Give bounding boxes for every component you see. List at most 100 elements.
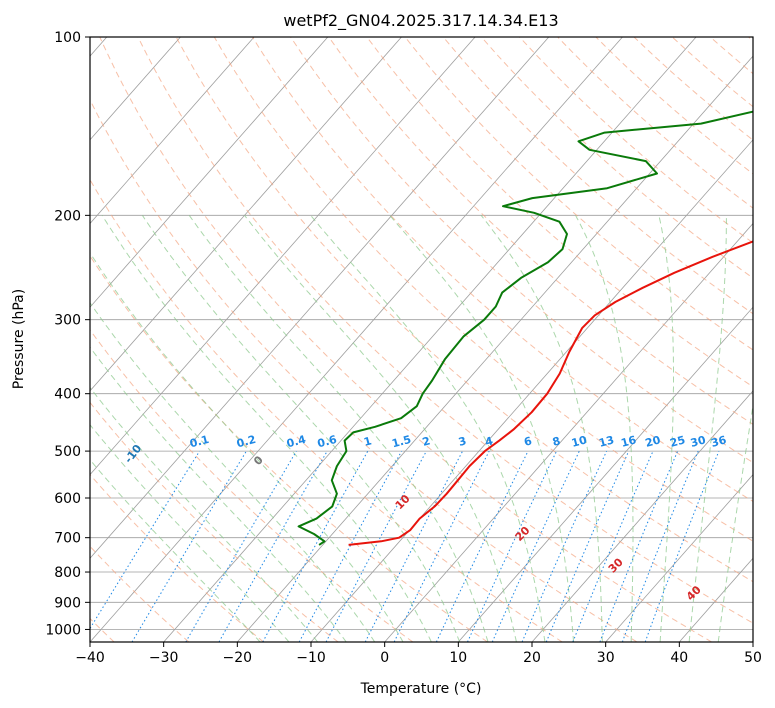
moist-adiabat-line (141, 215, 461, 642)
mixing-ratio-line (621, 450, 699, 642)
mixing-ratio-line (131, 450, 247, 642)
moist-adiabat-line (90, 251, 404, 642)
dry-adiabat-line (595, 37, 753, 175)
moist-adiabat-line (90, 346, 347, 642)
dry-adiabat-line (633, 37, 753, 141)
isotherm-line (678, 557, 753, 642)
moist-adiabat-line (575, 215, 634, 642)
moist-adiabat-line (389, 214, 575, 642)
isotherm-line (90, 37, 329, 308)
dry-adiabat-line (90, 178, 563, 642)
mixing-ratio-line (435, 450, 529, 642)
dry-adiabat-line (99, 37, 712, 642)
mixing-ratio-label: 1 (362, 434, 373, 449)
moist-adiabat-label: 40 (684, 583, 704, 603)
mixing-ratio-line (545, 450, 630, 642)
dry-adiabat-line (137, 37, 753, 624)
mixing-ratio-line (491, 450, 580, 642)
x-tick-label: 50 (744, 650, 762, 666)
dry-adiabat-line (175, 37, 753, 583)
isotherm-line (605, 474, 753, 642)
dry-adiabat-line (90, 98, 638, 642)
y-tick-label: 600 (54, 491, 81, 507)
x-tick-label: 0 (380, 650, 389, 666)
y-tick-label: 700 (54, 531, 81, 547)
moist-adiabat-line (480, 214, 603, 642)
x-tick-label: 20 (523, 650, 541, 666)
x-tick-label: 40 (670, 650, 688, 666)
mixing-ratio-label: 6 (522, 434, 533, 449)
x-tick-label: −30 (149, 650, 179, 666)
y-tick-label: 900 (54, 595, 81, 611)
x-tick-label: −20 (223, 650, 253, 666)
plot-frame (89, 36, 754, 643)
moist-adiabat-line (90, 301, 376, 642)
dry-adiabat-line (90, 329, 414, 642)
mixing-ratio-label: 20 (644, 433, 662, 450)
moist-adiabat-label: 30 (606, 555, 626, 575)
moist-adiabat-line (101, 215, 432, 642)
isotherm-line (531, 390, 753, 642)
isotherm-line (90, 37, 623, 642)
mixing-ratio-label: 0.2 (235, 433, 257, 451)
moist-adiabat-line (658, 215, 674, 642)
mixing-ratio-line (262, 450, 369, 642)
mixing-ratio-label: 0.6 (316, 433, 339, 451)
isotherm-line (90, 37, 550, 559)
y-tick-label: 400 (54, 387, 81, 403)
mixing-ratio-label: 3 (457, 434, 468, 449)
mixing-ratio-line (325, 450, 427, 642)
dry-adiabat-line (442, 37, 753, 315)
mixing-ratio-label: 16 (619, 433, 637, 450)
dry-adiabat-label: -20 (27, 398, 50, 422)
mixing-ratio-label: 8 (551, 434, 562, 449)
mixing-ratio-label: 25 (668, 433, 686, 450)
chart-title: wetPf2_GN04.2025.317.14.34.E13 (283, 11, 558, 31)
mixing-ratio-line (218, 450, 328, 642)
y-axis-label: Pressure (hPa) (11, 289, 27, 389)
mixing-ratio-line (185, 450, 297, 642)
moist-adiabat-line (188, 215, 489, 642)
moist-adiabat-line (90, 386, 319, 642)
dry-adiabat-line (404, 37, 753, 351)
moist-adiabat-line (244, 214, 517, 642)
y-tick-label: 100 (54, 30, 81, 46)
moist-adiabat-line (90, 424, 290, 642)
x-tick-label: 30 (597, 650, 615, 666)
isotherm-line (90, 37, 181, 141)
mixing-ratio-label: 36 (710, 433, 728, 450)
dry-adiabat-line (709, 37, 753, 75)
dry-adiabat-line (90, 473, 264, 642)
isotherm-line (752, 641, 753, 642)
isotherm-line (90, 37, 476, 476)
dry-adiabat-line (90, 401, 339, 642)
isotherm-line (236, 55, 753, 642)
mixing-ratio-label: 0.1 (188, 433, 210, 451)
mixing-ratio-label: 0.4 (285, 433, 308, 451)
moist-adiabat-line (688, 215, 727, 642)
mixing-ratio-label: 10 (570, 433, 588, 450)
dry-adiabat-line (213, 37, 753, 542)
y-tick-label: 1000 (45, 622, 81, 638)
dry-adiabat-line (557, 37, 753, 209)
y-tick-label: 500 (54, 444, 81, 460)
mixing-ratio-line (298, 450, 403, 642)
mixing-ratio-line (393, 450, 490, 642)
dry-adiabat-line (90, 255, 488, 642)
mixing-ratio-label: 30 (689, 433, 707, 450)
dry-adiabat-line (366, 37, 753, 388)
moist-adiabat-line (90, 459, 261, 642)
dry-adiabat-line (671, 37, 753, 108)
moist-adiabat-line (310, 214, 546, 642)
y-tick-label: 800 (54, 565, 81, 581)
dry-adiabat-line (90, 545, 190, 642)
isotherm-line (163, 37, 697, 642)
isotherm-line (90, 37, 255, 225)
x-tick-label: −40 (75, 650, 105, 666)
y-tick-label: 300 (54, 313, 81, 329)
dry-adiabat-line (328, 37, 753, 425)
moist-adiabat-label: 10 (393, 492, 413, 512)
x-axis-label: Temperature (°C) (360, 681, 482, 697)
temperature-line (348, 240, 753, 546)
